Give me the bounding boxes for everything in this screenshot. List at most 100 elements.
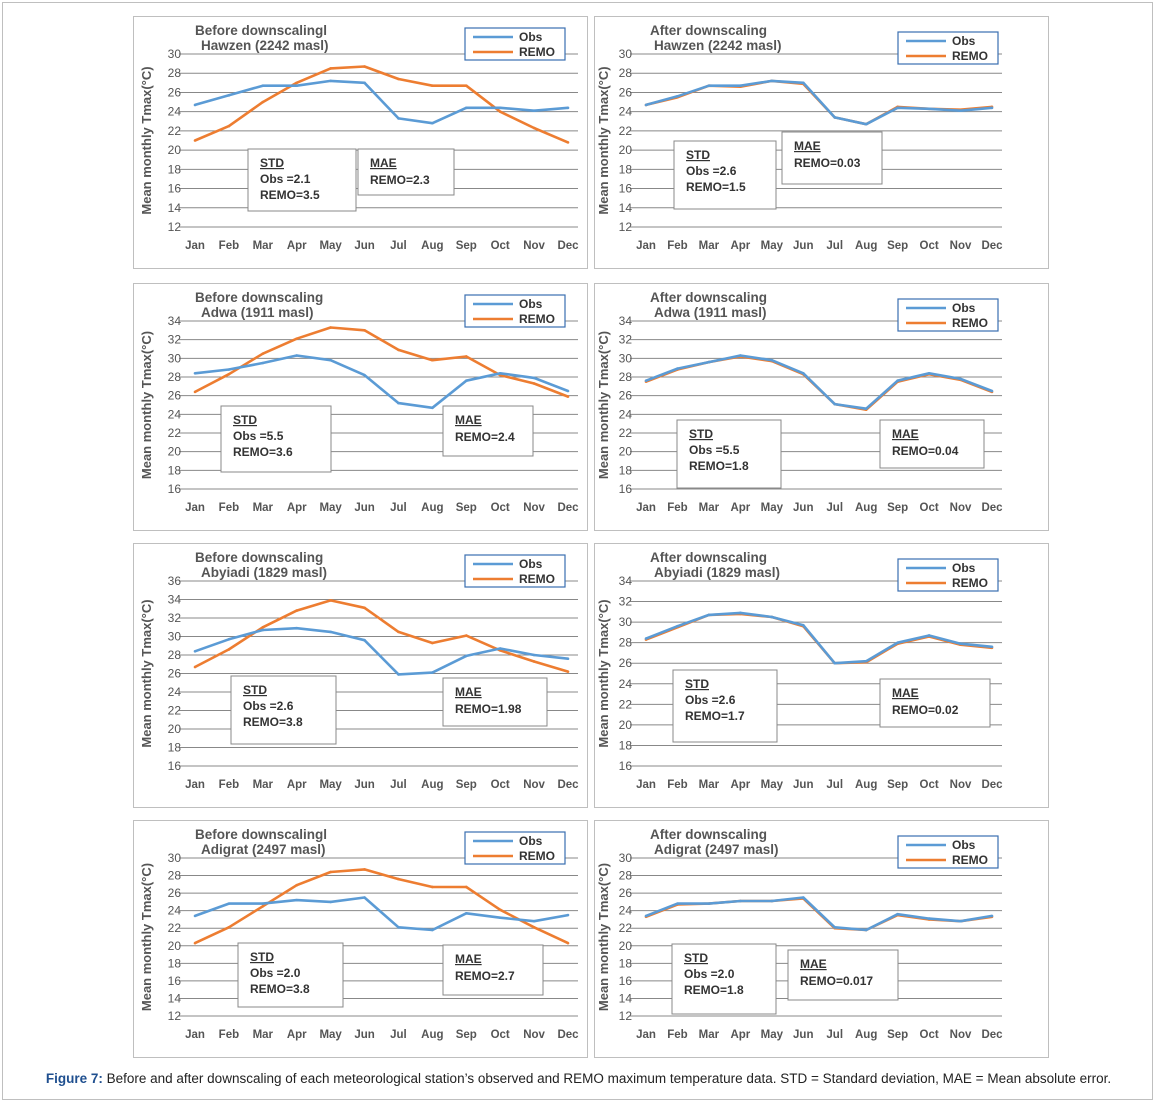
remo-data-point — [498, 110, 502, 113]
y-tick-label: 18 — [619, 956, 633, 970]
remo-data-point — [329, 870, 332, 874]
y-tick-label: 30 — [619, 851, 633, 865]
y-axis-label: Mean monthly Tmax(°C) — [596, 599, 611, 747]
std-remo-value: REMO=3.5 — [260, 188, 320, 202]
mae-heading: MAE — [892, 686, 919, 700]
obs-data-point — [464, 654, 468, 658]
remo-data-point — [329, 326, 332, 329]
x-tick-label: May — [761, 779, 784, 791]
mae-box-border — [879, 678, 991, 728]
chart-panel: 12 14 16 18 20 22 24 26 28 30 Jan Feb Mar Apr May Jun Ju… — [133, 820, 588, 1058]
x-tick-label: Apr — [287, 240, 307, 252]
y-tick-label: 30 — [619, 47, 633, 61]
y-tick-label: 14 — [168, 991, 182, 1005]
y-tick-label: 18 — [619, 738, 633, 752]
remo-data-point — [193, 139, 197, 142]
std-heading: STD — [243, 683, 267, 697]
x-tick-label: May — [319, 240, 342, 252]
mae-box: MAE REMO=0.02 — [879, 678, 991, 728]
remo-data-point — [566, 941, 570, 945]
remo-data-point — [498, 908, 502, 912]
x-tick-label: May — [319, 779, 342, 791]
y-tick-label: 12 — [168, 220, 182, 234]
y-tick-label: 22 — [619, 697, 633, 711]
obs-data-point — [566, 657, 570, 660]
x-tick-label: Aug — [421, 779, 443, 791]
legend-label: REMO — [519, 849, 555, 863]
std-box: STD Obs =2.6 REMO=1.7 — [672, 669, 778, 743]
chart-subtitle: Adigrat (2497 masl) — [654, 842, 779, 857]
obs-data-point — [193, 650, 197, 653]
y-axis-label: Mean monthly Tmax(°C) — [596, 66, 611, 214]
y-tick-label: 20 — [619, 939, 633, 953]
std-box: STD Obs =5.5 REMO=1.8 — [676, 419, 782, 489]
x-tick-label: Apr — [287, 779, 307, 791]
x-tick-label: Aug — [421, 240, 443, 252]
x-tick-label: Jan — [185, 779, 205, 791]
std-heading: STD — [686, 148, 710, 162]
x-tick-label: Apr — [287, 502, 307, 514]
obs-data-point — [644, 914, 648, 918]
remo-data-point — [227, 124, 231, 128]
obs-data-point — [739, 611, 742, 615]
y-tick-label: 12 — [619, 1009, 633, 1023]
y-tick-label: 28 — [168, 648, 182, 662]
y-tick-label: 24 — [168, 685, 182, 699]
remo-data-point — [227, 926, 231, 929]
y-tick-label: 28 — [168, 66, 182, 80]
x-tick-label: Mar — [253, 1029, 274, 1041]
remo-series-line — [194, 868, 569, 945]
chart-subtitle: Hawzen (2242 masl) — [201, 38, 329, 53]
obs-data-point — [227, 902, 231, 905]
obs-data-point — [864, 659, 868, 663]
std-remo-value: REMO=3.8 — [243, 715, 303, 729]
x-tick-label: May — [319, 1029, 342, 1041]
remo-data-point — [329, 599, 332, 602]
mae-box: MAE REMO=2.4 — [442, 405, 534, 457]
remo-data-point — [464, 355, 468, 358]
x-tick-label: Nov — [523, 502, 545, 514]
obs-data-point — [927, 107, 931, 111]
mae-heading: MAE — [892, 427, 919, 441]
y-tick-label: 16 — [619, 482, 633, 496]
y-tick-label: 22 — [168, 426, 182, 440]
x-tick-label: Oct — [920, 240, 939, 252]
chart-panel: 12 14 16 18 20 22 24 26 28 30 Jan Feb Mar Apr May Jun Ju… — [133, 16, 588, 269]
legend-label: REMO — [952, 853, 988, 867]
x-tick-label: Jul — [390, 779, 407, 791]
std-heading: STD — [250, 950, 274, 964]
y-tick-label: 24 — [619, 904, 633, 918]
obs-data-point — [801, 371, 805, 375]
legend-label: Obs — [952, 301, 976, 315]
x-tick-label: Aug — [421, 502, 443, 514]
y-tick-label: 18 — [619, 162, 633, 176]
y-tick-label: 22 — [619, 124, 633, 138]
obs-data-point — [833, 402, 837, 406]
y-tick-label: 26 — [168, 85, 182, 99]
x-tick-label: Apr — [730, 502, 750, 514]
std-box-border — [237, 942, 344, 1008]
y-tick-label: 32 — [168, 333, 182, 347]
obs-data-point — [295, 626, 299, 630]
y-tick-label: 28 — [619, 869, 633, 883]
x-tick-label: Jun — [354, 1029, 374, 1041]
y-tick-label: 14 — [168, 201, 182, 215]
y-tick-label: 24 — [168, 105, 182, 119]
chart-subtitle: Hawzen (2242 masl) — [654, 38, 782, 53]
obs-series-line — [194, 354, 569, 410]
chart-panel: 16 18 20 22 24 26 28 30 32 34 Jan Feb Mar Apr May Jun Ju… — [594, 543, 1049, 808]
std-box: STD Obs =2.0 REMO=1.8 — [671, 943, 777, 1015]
y-tick-label: 22 — [619, 426, 633, 440]
remo-data-point — [363, 65, 366, 68]
y-tick-label: 36 — [168, 574, 182, 588]
x-tick-label: Mar — [699, 502, 720, 514]
x-tick-label: Oct — [491, 502, 510, 514]
std-remo-value: REMO=1.7 — [685, 709, 745, 723]
obs-data-point — [896, 641, 899, 644]
y-tick-label: 24 — [168, 407, 182, 421]
remo-data-point — [397, 877, 400, 881]
y-tick-label: 28 — [168, 869, 182, 883]
x-tick-label: May — [761, 1029, 784, 1041]
x-tick-label: Sep — [887, 502, 908, 514]
y-tick-label: 26 — [619, 656, 633, 670]
